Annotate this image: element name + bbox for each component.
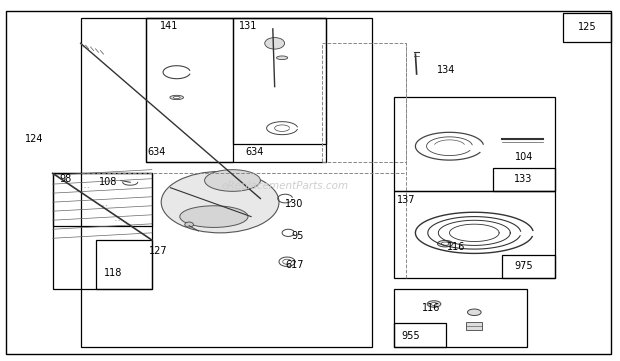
Text: 118: 118 bbox=[104, 268, 123, 278]
Bar bbox=[394, 97, 555, 191]
Ellipse shape bbox=[441, 242, 449, 245]
Ellipse shape bbox=[467, 309, 481, 316]
Bar bbox=[322, 43, 406, 162]
Ellipse shape bbox=[173, 96, 180, 99]
Ellipse shape bbox=[431, 303, 437, 305]
Text: 125: 125 bbox=[578, 22, 596, 32]
Circle shape bbox=[265, 38, 285, 49]
Text: 617: 617 bbox=[285, 260, 304, 270]
Text: 104: 104 bbox=[515, 152, 533, 162]
Text: 634: 634 bbox=[148, 147, 166, 157]
Bar bbox=[96, 240, 152, 289]
Text: 116: 116 bbox=[446, 242, 465, 252]
Bar bbox=[81, 18, 372, 347]
Text: 98: 98 bbox=[59, 174, 71, 184]
Ellipse shape bbox=[427, 301, 441, 307]
Ellipse shape bbox=[205, 170, 260, 191]
Bar bbox=[563, 13, 611, 42]
Bar bbox=[394, 323, 446, 347]
Text: 955: 955 bbox=[401, 331, 420, 342]
Text: - - -: - - - bbox=[99, 203, 107, 208]
Ellipse shape bbox=[170, 95, 184, 100]
Text: 133: 133 bbox=[513, 174, 532, 184]
Bar bbox=[146, 18, 232, 162]
Bar bbox=[232, 18, 326, 144]
Text: 95: 95 bbox=[291, 231, 304, 242]
Bar bbox=[493, 168, 555, 191]
Text: 137: 137 bbox=[397, 195, 415, 205]
Text: 127: 127 bbox=[149, 246, 167, 256]
Text: 108: 108 bbox=[99, 177, 118, 187]
Text: 975: 975 bbox=[515, 261, 533, 271]
Circle shape bbox=[185, 222, 193, 227]
Ellipse shape bbox=[437, 240, 453, 247]
Bar bbox=[502, 255, 555, 278]
Text: 124: 124 bbox=[25, 134, 43, 144]
Text: 116: 116 bbox=[422, 303, 440, 313]
Text: eReplacementParts.com: eReplacementParts.com bbox=[221, 181, 349, 191]
Text: 141: 141 bbox=[160, 21, 179, 31]
Text: 634: 634 bbox=[245, 147, 264, 157]
Bar bbox=[466, 322, 482, 330]
Ellipse shape bbox=[180, 206, 248, 227]
Ellipse shape bbox=[161, 171, 279, 233]
Bar bbox=[394, 191, 555, 278]
Bar bbox=[53, 173, 152, 226]
Text: 134: 134 bbox=[437, 65, 456, 75]
Bar bbox=[394, 289, 527, 347]
Bar bbox=[146, 18, 326, 162]
Text: - - -: - - - bbox=[81, 185, 89, 190]
Text: - - -: - - - bbox=[115, 218, 123, 223]
Ellipse shape bbox=[277, 56, 288, 60]
Text: 130: 130 bbox=[285, 199, 304, 209]
Bar bbox=[53, 173, 152, 289]
Text: 131: 131 bbox=[239, 21, 257, 31]
